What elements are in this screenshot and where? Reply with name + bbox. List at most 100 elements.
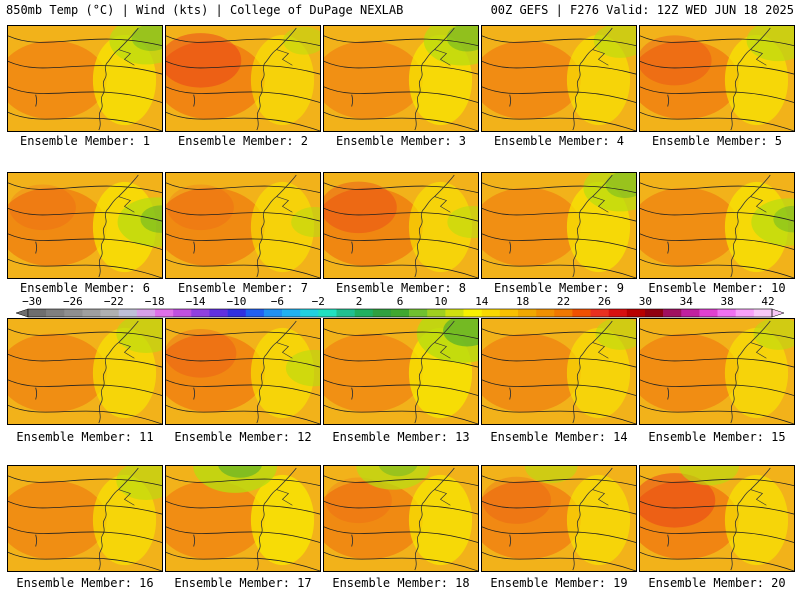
cool-region bbox=[116, 466, 162, 501]
coastline bbox=[730, 467, 771, 571]
colorbar-swatch bbox=[409, 309, 428, 317]
height-contour bbox=[166, 475, 320, 487]
height-contour bbox=[640, 551, 794, 571]
colorbar-swatch bbox=[118, 309, 138, 317]
height-contour bbox=[166, 86, 320, 103]
mild-region bbox=[724, 327, 789, 419]
height-contour bbox=[166, 60, 320, 75]
hot-region bbox=[482, 476, 552, 524]
height-contour bbox=[8, 404, 162, 424]
colorbar-tick-label: 6 bbox=[396, 295, 404, 308]
height-contour bbox=[482, 258, 636, 278]
colorbar-swatch bbox=[536, 309, 555, 317]
colorbar-swatch bbox=[227, 309, 247, 317]
colorbar-swatch bbox=[735, 309, 755, 317]
height-contour bbox=[640, 353, 794, 368]
height-contour bbox=[324, 86, 478, 103]
ensemble-member-label: Ensemble Member: 19 bbox=[490, 576, 628, 590]
lake-outline bbox=[351, 241, 354, 254]
colorbar-left-arrow bbox=[15, 308, 29, 318]
colorbar-tick-label: −22 bbox=[103, 295, 124, 308]
colorbar-swatch bbox=[390, 309, 410, 317]
ensemble-member-label: Ensemble Member: 13 bbox=[332, 430, 470, 444]
colorbar-swatch bbox=[554, 309, 573, 317]
temperature-field bbox=[324, 26, 478, 131]
temperature-field bbox=[324, 466, 478, 571]
ensemble-member-map bbox=[323, 172, 479, 279]
colorbar-tick-label: −30 bbox=[22, 295, 42, 308]
height-contour bbox=[640, 475, 794, 487]
height-contour bbox=[482, 404, 636, 424]
coastline-detail bbox=[434, 342, 451, 359]
colorbar-swatch bbox=[191, 309, 210, 317]
mild-region bbox=[408, 474, 473, 566]
colorbar-swatch bbox=[46, 309, 65, 317]
height-contour bbox=[8, 526, 162, 543]
warm-region bbox=[482, 480, 581, 560]
warm-region bbox=[324, 480, 423, 560]
hot-region bbox=[166, 329, 237, 378]
cool-region bbox=[109, 26, 162, 65]
cool-region bbox=[282, 26, 320, 55]
ensemble-member-map bbox=[7, 25, 163, 132]
lake-outline bbox=[351, 387, 354, 400]
temperature-field bbox=[166, 319, 320, 424]
coastline-detail bbox=[118, 196, 135, 213]
warm-region bbox=[8, 480, 107, 560]
coastline bbox=[730, 174, 771, 278]
coastline-detail bbox=[592, 49, 609, 66]
height-contour bbox=[324, 500, 478, 515]
colorbar-swatch bbox=[28, 309, 47, 317]
warm-region bbox=[166, 480, 265, 560]
lake-outline bbox=[35, 94, 38, 107]
height-contour bbox=[8, 182, 162, 194]
ensemble-member-label: Ensemble Member: 11 bbox=[16, 430, 154, 444]
ensemble-member-label: Ensemble Member: 4 bbox=[493, 134, 625, 148]
height-contour bbox=[166, 233, 320, 250]
height-contour bbox=[166, 182, 320, 194]
colorbar-swatch bbox=[608, 309, 628, 317]
warm-region bbox=[482, 187, 581, 267]
ensemble-member-label: Ensemble Member: 6 bbox=[19, 281, 151, 295]
colorbar-swatch bbox=[699, 309, 718, 317]
coastline-detail bbox=[276, 196, 293, 213]
ensemble-member-map bbox=[323, 318, 479, 425]
height-contour bbox=[8, 60, 162, 75]
height-contour bbox=[8, 551, 162, 571]
warm-region bbox=[8, 333, 107, 413]
height-contour bbox=[166, 500, 320, 515]
cool-region bbox=[117, 197, 162, 247]
ensemble-member-map bbox=[165, 465, 321, 572]
coastline-detail bbox=[118, 342, 135, 359]
ensemble-member-label: Ensemble Member: 10 bbox=[648, 281, 786, 295]
height-contour bbox=[482, 60, 636, 75]
ensemble-member-label: Ensemble Member: 20 bbox=[648, 576, 786, 590]
height-contour bbox=[640, 35, 794, 47]
colorbar-swatch bbox=[282, 309, 301, 317]
mild-region bbox=[566, 474, 631, 566]
cold-core bbox=[131, 26, 162, 52]
ensemble-member-label: Ensemble Member: 7 bbox=[177, 281, 309, 295]
height-contour bbox=[8, 475, 162, 487]
height-contour bbox=[640, 182, 794, 194]
ensemble-member-map bbox=[639, 172, 795, 279]
colorbar-swatch bbox=[626, 309, 646, 317]
coastline-detail bbox=[276, 489, 293, 506]
ensemble-member-map bbox=[639, 318, 795, 425]
coastline-detail bbox=[750, 342, 767, 359]
coastline bbox=[572, 27, 613, 131]
colorbar-swatch bbox=[427, 309, 446, 317]
run-valid-time: 00Z GEFS | F276 Valid: 12Z WED JUN 18 20… bbox=[490, 3, 794, 17]
coastline-detail bbox=[276, 342, 293, 359]
lake-outline bbox=[193, 94, 196, 107]
height-contour bbox=[324, 35, 478, 47]
height-contour bbox=[324, 328, 478, 340]
temperature-field bbox=[640, 26, 794, 131]
height-contour bbox=[324, 207, 478, 222]
cold-core bbox=[378, 466, 418, 477]
height-contour bbox=[166, 35, 320, 47]
cool-region bbox=[285, 349, 320, 387]
height-contour bbox=[166, 258, 320, 278]
hot-region bbox=[324, 181, 397, 234]
colorbar-swatch bbox=[372, 309, 392, 317]
